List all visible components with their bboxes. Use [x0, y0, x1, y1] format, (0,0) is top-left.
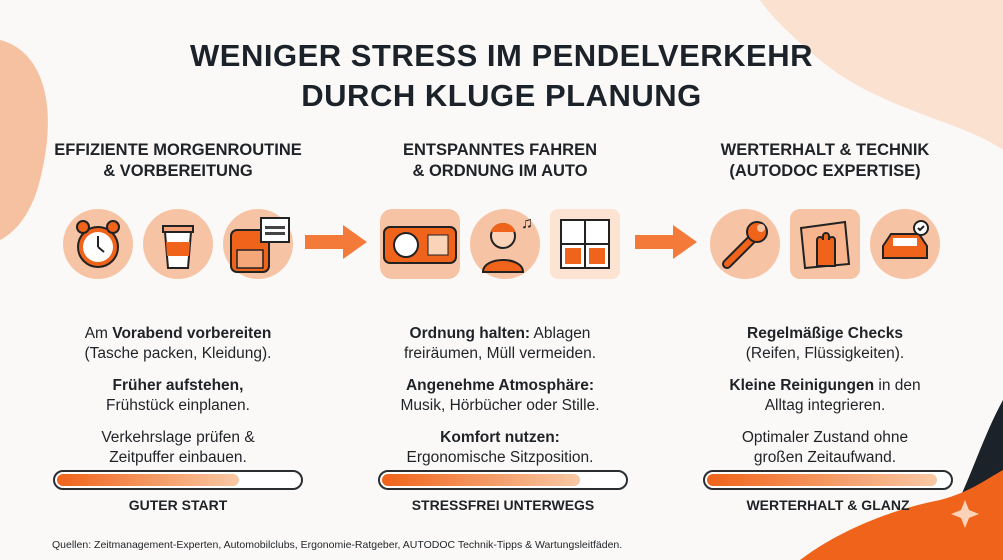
- tip: Ordnung halten: Ablagen freiräumen, Müll …: [403, 325, 597, 362]
- tips-list: Ordnung halten: Ablagen freiräumen, Müll …: [350, 324, 650, 468]
- tip: Kleine Reinigungen in den Alltag integrie…: [729, 377, 921, 414]
- car-dashboard-icon: [380, 209, 460, 279]
- tips-list: Regelmäßige Checks (Reifen, Flüssigkeiten…: [675, 324, 975, 468]
- organizer-icon: [550, 209, 620, 279]
- progress-label: WERTERHALT & GLANZ: [746, 497, 910, 513]
- alarm-clock-icon: [63, 209, 133, 279]
- progress-bar-good-start: [53, 470, 303, 490]
- tip: Komfort nutzen: Ergonomische Sitzposition…: [406, 429, 594, 466]
- car-check-icon: [870, 209, 940, 279]
- arrow-right-icon: [635, 225, 697, 259]
- svg-text:♫: ♫: [521, 215, 533, 232]
- column-heading: ENTSPANNTES FAHREN & ORDNUNG IM AUTO: [402, 141, 598, 180]
- column-heading: EFFIZIENTE MORGENROUTINE & VORBEREITUNG: [54, 141, 302, 180]
- decor-blob-right: [760, 0, 1003, 150]
- wrench-icon: [710, 209, 780, 279]
- tip: Regelmäßige Checks (Reifen, Flüssigkeiten…: [745, 325, 905, 362]
- decor-corner-bottom-right: [800, 400, 1003, 560]
- coffee-cup-icon: [143, 209, 213, 279]
- column-relaxed-driving: ENTSPANNTES FAHREN & ORDNUNG IM AUTO ♫ Or…: [350, 140, 650, 480]
- tips-list: Am Vorabend vorbereiten (Tasche packen, K…: [28, 324, 328, 468]
- tip: Am Vorabend vorbereiten (Tasche packen, K…: [84, 325, 272, 362]
- relaxed-driver-music-icon: ♫: [470, 209, 540, 279]
- progress-bar-stress-free: [378, 470, 628, 490]
- tip: Angenehme Atmosphäre: Musik, Hörbücher od…: [400, 377, 600, 414]
- page-title: WENIGER STRESS IM PENDELVERKEHR DURCH KLU…: [190, 38, 813, 113]
- progress-label: GUTER START: [128, 497, 228, 513]
- tip: Früher aufstehen, Frühstück einplanen.: [106, 377, 250, 414]
- progress-label: STRESSFREI UNTERWEGS: [411, 497, 595, 513]
- decor-blob-left: [0, 40, 48, 240]
- column-maintenance: WERTERHALT & TECHNIK (AUTODOC EXPERTISE) …: [675, 140, 975, 480]
- sources-footnote: Quellen: Zeitmanagement-Experten, Automo…: [52, 539, 623, 551]
- column-heading: WERTERHALT & TECHNIK (AUTODOC EXPERTISE): [720, 141, 930, 180]
- cleaning-cloth-icon: [790, 209, 860, 279]
- progress-bar-value-retention: [703, 470, 953, 490]
- arrow-right-icon: [305, 225, 367, 259]
- backpack-calendar-icon: [223, 209, 293, 279]
- tip: Verkehrslage prüfen & Zeitpuffer einbauen…: [101, 429, 255, 466]
- column-morning-routine: EFFIZIENTE MORGENROUTINE & VORBEREITUNG A…: [28, 140, 328, 480]
- tip: Optimaler Zustand ohne großen Zeitaufwand…: [741, 429, 909, 466]
